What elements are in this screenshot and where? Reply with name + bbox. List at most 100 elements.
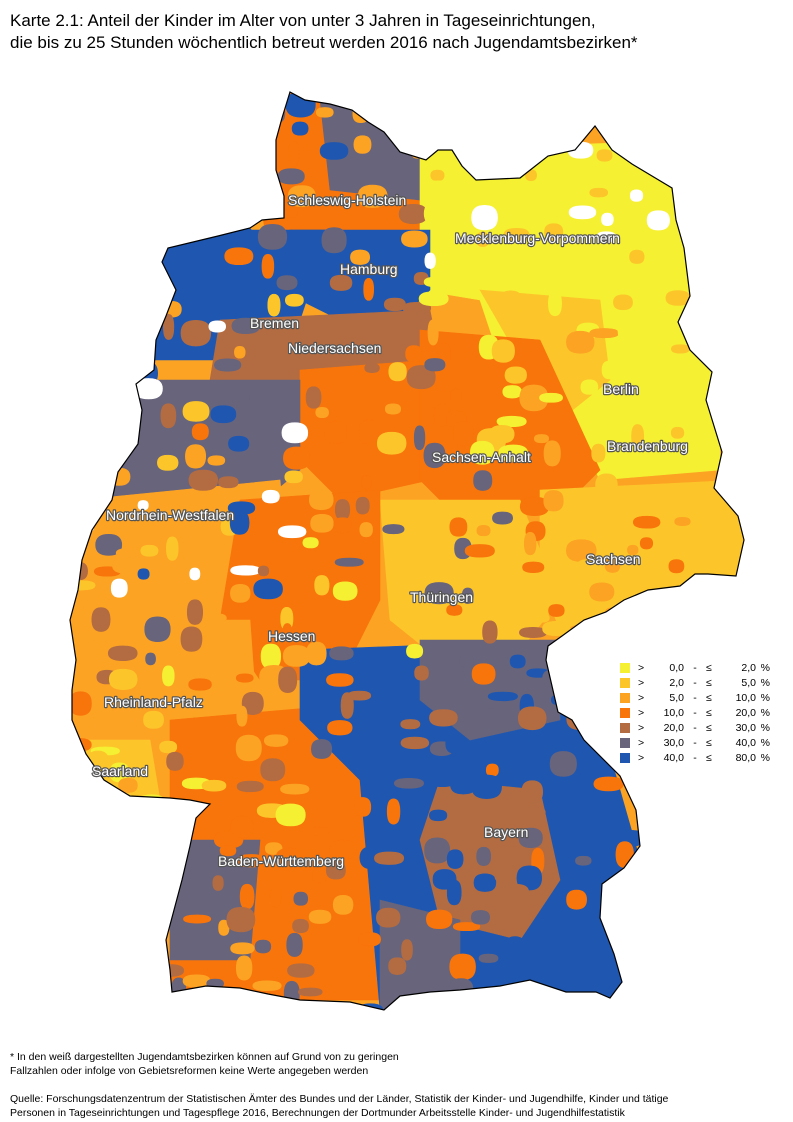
district-114	[724, 251, 736, 277]
district-227	[498, 444, 529, 462]
district-106	[311, 253, 338, 274]
district-359	[347, 690, 372, 701]
legend-swatch	[620, 692, 630, 703]
district-219	[730, 436, 744, 450]
district-134	[284, 293, 304, 307]
district-36	[499, 147, 522, 168]
district-372	[429, 709, 458, 727]
district-50	[665, 159, 693, 175]
legend-row: >2,0- ≤5,0%	[620, 675, 790, 690]
district-486	[594, 909, 609, 921]
district-417	[275, 803, 306, 827]
district-147	[231, 317, 261, 335]
district-220	[86, 448, 111, 473]
district-466	[293, 891, 309, 906]
district-24	[704, 123, 716, 147]
district-283	[112, 556, 138, 574]
district-430	[659, 826, 685, 837]
district-533	[683, 996, 707, 1010]
district-66	[589, 187, 609, 198]
district-161	[671, 344, 690, 354]
district-210	[358, 419, 380, 445]
district-183	[539, 392, 563, 403]
district-213	[452, 421, 475, 447]
legend-gt: >	[638, 751, 645, 764]
district-15	[92, 111, 119, 134]
state-label-bremen: Bremen	[250, 315, 299, 331]
legend-gt: >	[638, 706, 645, 719]
district-137	[418, 291, 449, 307]
district-185	[600, 391, 624, 401]
district-89	[401, 230, 428, 248]
district-56	[215, 188, 230, 210]
district-307	[205, 613, 227, 623]
district-48	[525, 169, 537, 181]
legend-le: ≤	[706, 661, 712, 674]
legend-dash: -	[693, 706, 697, 719]
district-306	[186, 599, 204, 625]
district-487	[711, 908, 742, 934]
district-333	[509, 654, 526, 669]
district-166	[388, 362, 407, 382]
district-335	[564, 643, 588, 665]
district-522	[107, 995, 132, 1010]
district-173	[673, 364, 689, 378]
district-299	[314, 575, 330, 596]
district-54	[130, 191, 155, 206]
district-274	[523, 532, 537, 556]
district-280	[742, 543, 744, 555]
district-176	[76, 387, 94, 405]
district-462	[735, 865, 744, 887]
district-304	[70, 598, 84, 617]
district-178	[232, 390, 250, 408]
district-353	[596, 668, 612, 691]
legend-swatch	[620, 662, 630, 673]
district-14	[70, 119, 82, 137]
district-493	[358, 932, 381, 947]
district-404	[236, 780, 264, 793]
legend-swatch	[620, 752, 630, 763]
district-527	[358, 1003, 384, 1010]
district-419	[386, 798, 401, 825]
district-19	[291, 121, 309, 136]
district-326	[145, 652, 156, 666]
district-277	[639, 537, 654, 550]
district-107	[350, 249, 371, 265]
district-494	[401, 939, 413, 961]
district-294	[740, 563, 744, 581]
district-138	[498, 290, 524, 315]
district-526	[254, 993, 277, 1010]
district-470	[566, 889, 587, 910]
legend-high: 40,0	[735, 736, 756, 749]
district-112	[629, 249, 645, 264]
district-524	[203, 994, 227, 1010]
district-525	[243, 994, 254, 1010]
legend-swatch	[620, 677, 630, 688]
state-label-hamburg: Hamburg	[340, 261, 398, 277]
district-12	[709, 96, 737, 116]
district-77	[471, 205, 498, 231]
legend-high: 20,0	[735, 706, 756, 719]
district-449	[687, 847, 716, 872]
legend-dash: -	[693, 736, 697, 749]
district-263	[632, 515, 661, 529]
district-142	[717, 298, 740, 324]
district-21	[520, 115, 537, 138]
district-421	[522, 806, 546, 818]
district-313	[657, 603, 686, 625]
district-329	[306, 641, 327, 666]
district-221	[157, 454, 179, 471]
district-348	[414, 665, 429, 681]
district-211	[376, 431, 407, 455]
district-156	[405, 345, 423, 363]
country-outline	[69, 91, 745, 1011]
district-109	[453, 245, 481, 271]
district-479	[226, 906, 256, 933]
district-519	[735, 976, 744, 993]
district-376	[70, 738, 92, 752]
district-432	[122, 844, 142, 870]
district-207	[228, 435, 250, 452]
district-231	[90, 471, 105, 496]
district-405	[280, 783, 310, 795]
district-437	[275, 847, 304, 869]
